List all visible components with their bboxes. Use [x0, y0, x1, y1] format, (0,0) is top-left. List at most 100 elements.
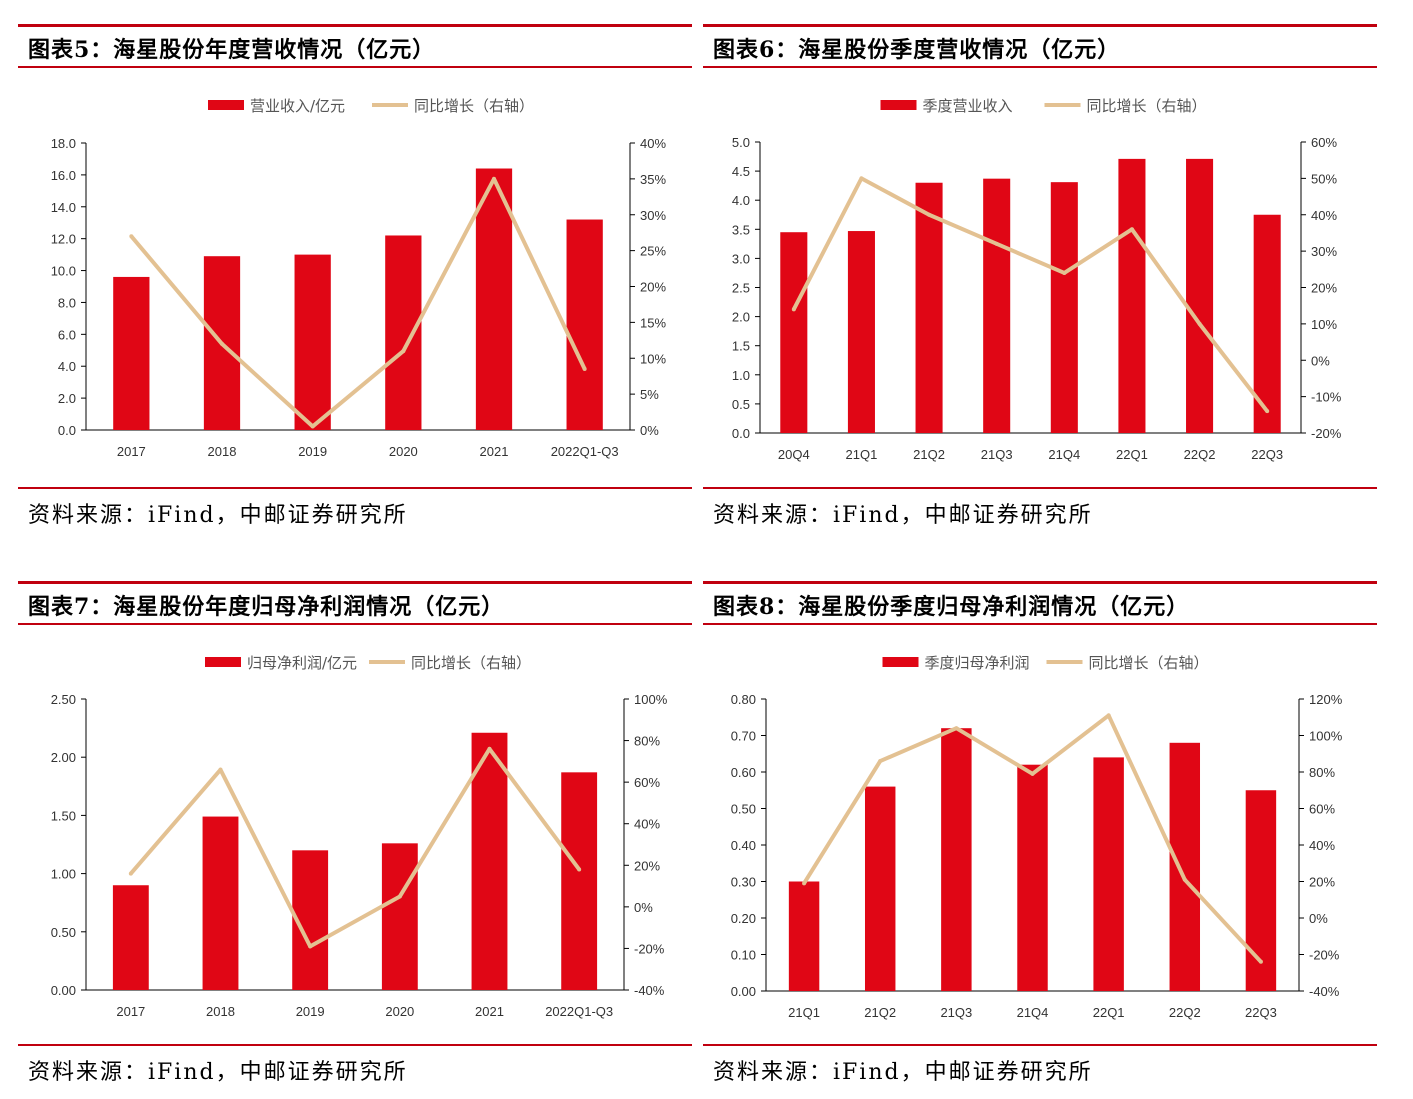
source-bar: 资料来源：iFind，中邮证券研究所 [703, 487, 1377, 528]
y2-tick-label: 20% [1311, 281, 1337, 296]
source-bar: 资料来源：iFind，中邮证券研究所 [18, 1044, 692, 1085]
chart-title: 图表8：海星股份季度归母净利润情况（亿元） [713, 594, 1190, 620]
x-tick-label: 2020 [389, 444, 418, 459]
y-tick-label: 1.0 [732, 368, 750, 383]
y2-tick-label: 40% [1311, 208, 1337, 223]
x-tick-label: 2022Q1-Q3 [545, 1004, 613, 1019]
source-note: 资料来源：iFind，中邮证券研究所 [28, 1060, 408, 1085]
y2-tick-label: 80% [1309, 765, 1335, 780]
y2-tick-label: -20% [634, 941, 665, 956]
y-tick-label: 1.5 [732, 339, 750, 354]
y-tick-label: 4.0 [732, 193, 750, 208]
x-tick-label: 2021 [475, 1004, 504, 1019]
growth-point [218, 767, 223, 772]
legend-bar-label: 季度营业收入 [923, 97, 1013, 115]
x-tick-label: 2022Q1-Q3 [551, 444, 619, 459]
bar [112, 885, 149, 990]
y2-tick-label: 40% [634, 817, 660, 832]
bar [475, 168, 513, 430]
x-tick-label: 21Q3 [981, 447, 1013, 462]
y2-tick-label: -40% [634, 983, 665, 998]
y-tick-label: 12.0 [51, 232, 76, 247]
x-tick-label: 2018 [208, 444, 237, 459]
x-tick-label: 21Q1 [846, 447, 878, 462]
bar [1093, 757, 1124, 991]
bar [1245, 790, 1277, 991]
growth-line [792, 176, 1269, 413]
panel-title-bar: 图表6：海星股份季度营收情况（亿元） [703, 24, 1377, 68]
legend: 季度营业收入 同比增长（右轴） [880, 97, 1207, 115]
chart-panel-6: 图表6：海星股份季度营收情况（亿元） 季度营业收入 同比增长（右轴） 0.0 0.5 1… [703, 24, 1377, 528]
growth-point [220, 341, 224, 346]
x-tick-label: 22Q3 [1251, 447, 1283, 462]
y2-tick-label: -20% [1309, 948, 1340, 963]
bar [1169, 742, 1201, 991]
bar [847, 231, 875, 433]
y2-tick-label: 40% [640, 136, 666, 151]
y-tick-label: 2.0 [732, 310, 750, 325]
growth-point [927, 212, 932, 217]
y-tick-label: 0.0 [58, 423, 76, 438]
growth-point [128, 871, 133, 876]
y-tick-label: 1.50 [51, 808, 76, 823]
y2-tick-label: 35% [640, 172, 666, 187]
growth-point [1265, 409, 1270, 414]
y-tick-label: 0.30 [731, 875, 756, 890]
panel-title-bar: 图表8：海星股份季度归母净利润情况（亿元） [703, 581, 1377, 625]
y-tick-label: 0.70 [731, 729, 756, 744]
y-tick-label: 5.0 [732, 135, 750, 150]
y-tick-label: 1.00 [51, 867, 76, 882]
legend-bar-label: 季度归母净利润 [925, 654, 1030, 672]
bar [381, 843, 418, 990]
growth-point [878, 759, 883, 764]
growth-point [1197, 321, 1202, 326]
growth-point [859, 176, 864, 181]
growth-point [954, 726, 959, 731]
y2-tick-label: 20% [1309, 875, 1335, 890]
growth-point [397, 894, 402, 899]
bar [1186, 158, 1214, 433]
y2-tick-label: 40% [1309, 838, 1335, 853]
y2-tick-label: 0% [634, 900, 653, 915]
growth-point [487, 746, 492, 751]
x-tick-label: 2017 [117, 444, 146, 459]
x-tick-label: 21Q2 [913, 447, 945, 462]
x-tick-label: 22Q2 [1184, 447, 1216, 462]
y-tick-label: 2.5 [732, 281, 750, 296]
x-tick-label: 2018 [206, 1004, 235, 1019]
annual-revenue-chart: 营业收入/亿元 同比增长（右轴） 0.0 2.0 4.0 6.0 8.0 10.0 12.0 14… [51, 97, 667, 459]
growth-point [1030, 771, 1035, 776]
y2-tick-label: 0% [1309, 911, 1328, 926]
x-tick-label: 2020 [385, 1004, 414, 1019]
growth-point [1182, 877, 1187, 882]
growth-point [1062, 270, 1067, 275]
chart-panel-8: 图表8：海星股份季度归母净利润情况（亿元） 季度归母净利润 同比增长（右轴） 0.0… [703, 581, 1377, 1091]
bar [561, 772, 598, 990]
x-tick-label: 21Q3 [940, 1005, 972, 1020]
y-tick-label: 0.5 [732, 397, 750, 412]
growth-point [308, 944, 313, 949]
y-tick-label: 10.0 [51, 264, 76, 279]
y-tick-label: 4.5 [732, 164, 750, 179]
growth-point [577, 867, 582, 872]
y2-tick-label: 50% [1311, 171, 1337, 186]
x-tick-label: 2019 [298, 444, 327, 459]
y2-tick-label: -10% [1311, 390, 1342, 405]
bar [1050, 182, 1078, 433]
legend-line-label: 同比增长（右轴） [411, 654, 531, 672]
panel-title-bar: 图表5：海星股份年度营收情况（亿元） [18, 24, 692, 68]
y-tick-label: 0.00 [731, 984, 756, 999]
chart-panel-5: 图表5：海星股份年度营收情况（亿元） 营业收入/亿元 同比增长（右轴） 0.0 2.0… [18, 24, 692, 528]
x-tick-label: 22Q2 [1169, 1005, 1201, 1020]
y-tick-label: 0.50 [731, 802, 756, 817]
growth-point [310, 424, 315, 429]
growth-line [129, 176, 587, 429]
panel-title-bar: 图表7：海星股份年度归母净利润情况（亿元） [18, 581, 692, 625]
y-tick-label: 16.0 [51, 168, 76, 183]
y-tick-label: 3.0 [732, 251, 750, 266]
bar [1118, 158, 1146, 433]
growth-line [129, 746, 581, 949]
y2-tick-label: 60% [1311, 135, 1337, 150]
bar [294, 254, 331, 430]
chart-title: 图表7：海星股份年度归母净利润情况（亿元） [28, 594, 505, 620]
